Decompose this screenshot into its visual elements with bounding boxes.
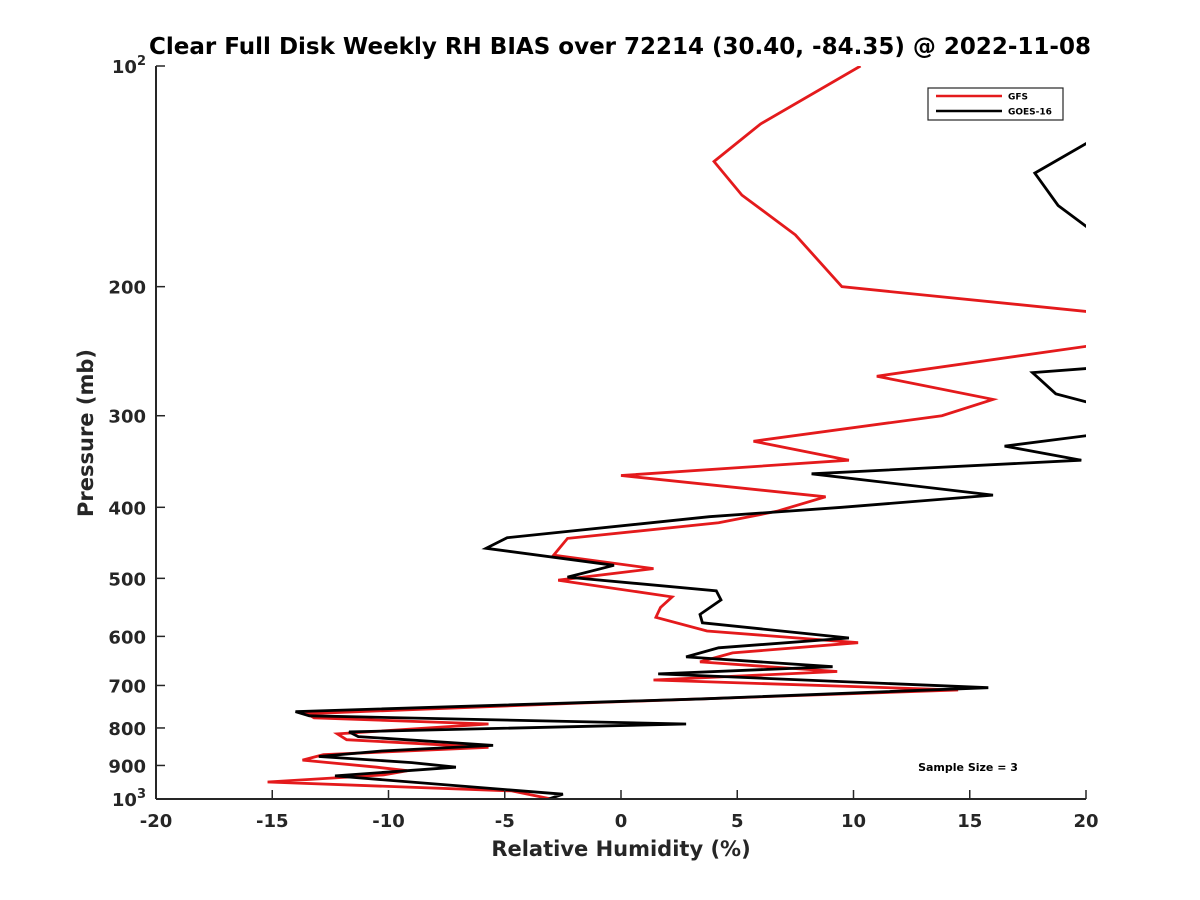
sample-size-annotation: Sample Size = 3 — [918, 761, 1018, 774]
x-tick-label: 15 — [957, 811, 982, 832]
y-tick-base: 400 — [108, 498, 146, 519]
y-tick-label: 600 — [108, 627, 146, 648]
y-tick-label: 300 — [108, 407, 146, 428]
x-ticks: -20 -15 -10 -5 0 5 10 15 20 — [140, 790, 1099, 832]
legend: GFS GOES-16 — [927, 87, 1064, 121]
y-tick-base: 800 — [108, 719, 146, 740]
x-tick-label: 5 — [731, 811, 744, 832]
series-line-gfs — [712, 66, 1086, 313]
x-tick-label: 10 — [841, 811, 866, 832]
x-tick-label: -10 — [372, 811, 405, 832]
x-tick-label: -20 — [140, 811, 173, 832]
y-tick-label: 700 — [108, 676, 146, 697]
plot-area — [156, 66, 1086, 799]
y-axis-label: Pressure (mb) — [74, 349, 98, 517]
y-tick-base: 300 — [108, 407, 146, 428]
y-tick-label: 400 — [108, 498, 146, 519]
series-line-gfs — [267, 344, 1086, 799]
y-tick-base: 600 — [108, 627, 146, 648]
series-layer — [267, 66, 1086, 799]
series-line-goes-16 — [1029, 367, 1086, 404]
y-tick-exponent: 2 — [137, 54, 146, 69]
y-tick-label: 800 — [108, 719, 146, 740]
y-tick-base: 500 — [108, 569, 146, 590]
y-tick-label: 102 — [112, 54, 146, 78]
legend-box — [927, 87, 1064, 121]
x-tick-label: -15 — [256, 811, 289, 832]
legend-goes16-label: GOES-16 — [1008, 108, 1052, 118]
y-tick-base: 700 — [108, 676, 146, 697]
legend-gfs-label: GFS — [1008, 93, 1028, 103]
x-tick-label: 0 — [615, 811, 628, 832]
chart-title: Clear Full Disk Weekly RH BIAS over 7221… — [149, 34, 1091, 60]
y-tick-base: 200 — [108, 278, 146, 299]
y-tick-base: 10 — [112, 790, 137, 811]
y-tick-base: 900 — [108, 756, 146, 777]
y-tick-base: 10 — [112, 57, 137, 78]
y-tick-label: 103 — [112, 787, 146, 811]
y-tick-label: 500 — [108, 569, 146, 590]
y-tick-exponent: 3 — [137, 787, 146, 802]
y-tick-label: 900 — [108, 756, 146, 777]
x-axis-label: Relative Humidity (%) — [491, 837, 750, 861]
x-tick-label: 20 — [1073, 811, 1098, 832]
x-tick-label: -5 — [495, 811, 515, 832]
series-line-goes-16 — [1032, 142, 1086, 229]
series-line-goes-16 — [295, 434, 1086, 799]
y-tick-label: 200 — [108, 278, 146, 299]
